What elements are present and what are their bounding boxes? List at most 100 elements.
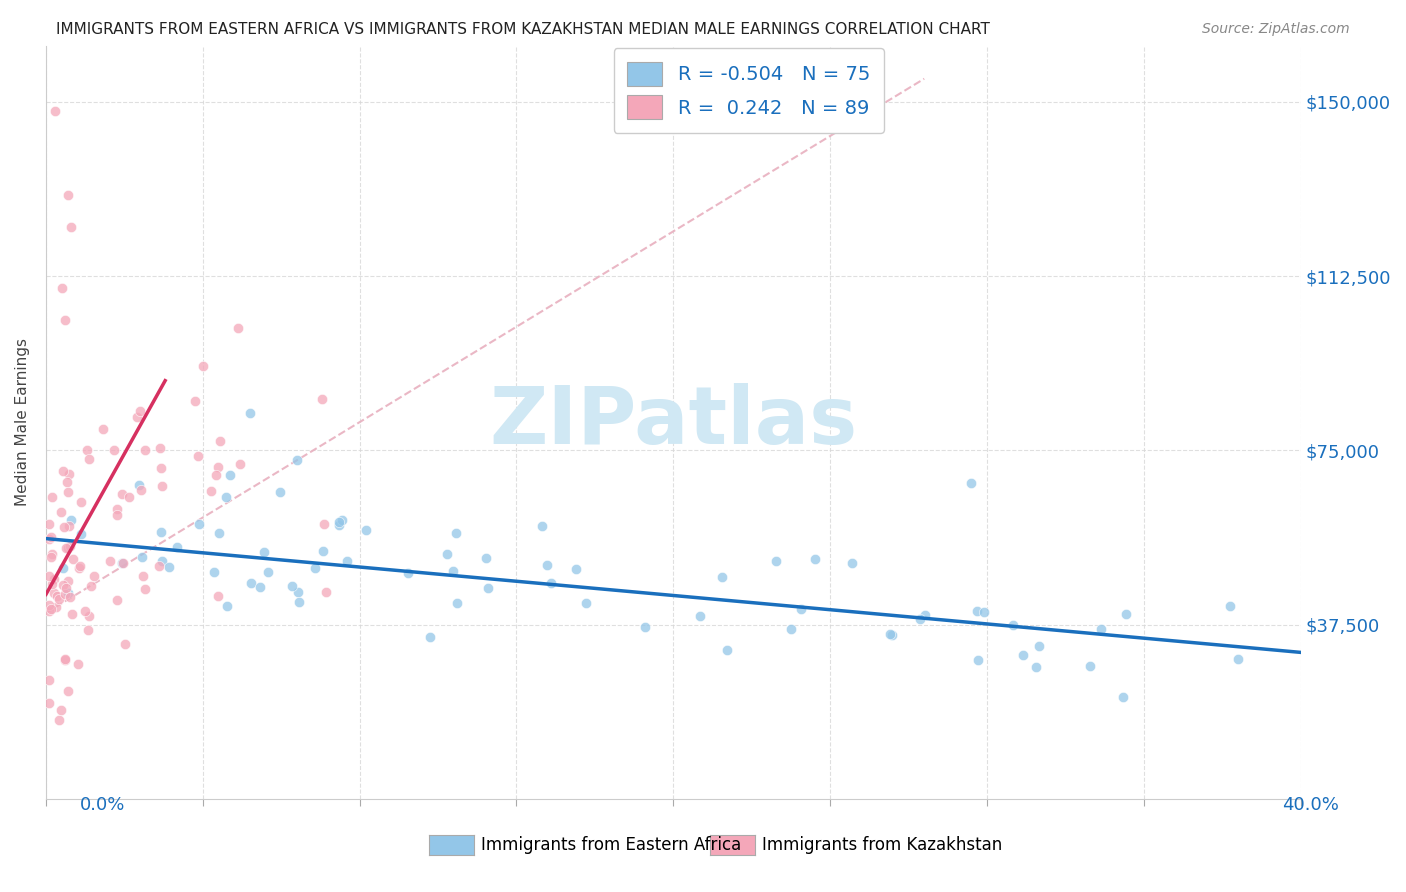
Point	[436, 547, 458, 561]
Point	[59, 590, 82, 604]
Point	[66, 657, 89, 672]
Point	[966, 604, 988, 618]
Point	[396, 566, 419, 580]
Point	[336, 554, 359, 568]
Point	[56, 475, 79, 489]
Point	[914, 608, 936, 623]
Point	[202, 565, 225, 579]
Point	[77, 623, 100, 637]
Point	[53, 313, 76, 327]
Point	[477, 581, 499, 595]
Point	[42, 586, 65, 600]
Point	[716, 642, 738, 657]
Point	[58, 484, 80, 499]
Y-axis label: Median Male Earnings: Median Male Earnings	[15, 338, 30, 507]
Point	[311, 392, 333, 406]
Point	[1112, 690, 1135, 704]
Point	[38, 604, 60, 618]
Point	[58, 540, 80, 554]
Point	[70, 495, 93, 509]
Point	[76, 442, 98, 457]
Point	[38, 673, 60, 687]
Point	[53, 587, 76, 601]
Point	[315, 584, 337, 599]
Point	[83, 569, 105, 583]
Point	[184, 394, 207, 409]
Point	[98, 554, 121, 568]
Point	[62, 552, 84, 566]
Point	[111, 557, 134, 571]
Point	[118, 490, 141, 504]
Point	[634, 620, 657, 634]
Point	[51, 281, 73, 295]
Point	[200, 484, 222, 499]
Point	[1078, 658, 1101, 673]
Point	[973, 605, 995, 619]
Point	[215, 491, 238, 505]
Text: ZIPatlas: ZIPatlas	[489, 384, 858, 461]
Point	[111, 486, 134, 500]
Point	[960, 475, 983, 490]
Point	[38, 532, 60, 546]
Point	[910, 612, 932, 626]
Point	[44, 104, 66, 119]
Point	[67, 560, 90, 574]
Point	[689, 609, 711, 624]
Point	[48, 713, 70, 727]
Point	[288, 595, 311, 609]
Point	[58, 518, 80, 533]
Text: 0.0%: 0.0%	[80, 796, 125, 814]
Point	[91, 422, 114, 436]
Point	[1219, 599, 1241, 613]
Point	[51, 703, 73, 717]
Point	[312, 544, 335, 558]
Point	[1226, 652, 1249, 666]
Point	[128, 478, 150, 492]
Point	[285, 452, 308, 467]
Point	[1028, 640, 1050, 654]
Point	[39, 550, 62, 565]
Point	[882, 627, 904, 641]
Point	[77, 608, 100, 623]
Point	[1025, 660, 1047, 674]
Point	[41, 577, 63, 591]
Point	[39, 602, 62, 616]
Point	[256, 565, 278, 579]
Point	[253, 544, 276, 558]
Point	[536, 558, 558, 572]
Point	[131, 549, 153, 564]
Point	[967, 653, 990, 667]
Point	[1090, 622, 1112, 636]
Point	[105, 502, 128, 516]
Point	[540, 575, 562, 590]
Point	[53, 652, 76, 666]
Point	[229, 457, 252, 471]
Point	[1012, 648, 1035, 662]
Point	[249, 580, 271, 594]
Point	[187, 450, 209, 464]
Point	[710, 569, 733, 583]
Point	[52, 561, 75, 575]
Point	[149, 441, 172, 455]
Point	[841, 557, 863, 571]
Legend: R = -0.504   N = 75, R =  0.242   N = 89: R = -0.504 N = 75, R = 0.242 N = 89	[613, 48, 883, 133]
Point	[287, 585, 309, 599]
Point	[60, 513, 83, 527]
Point	[226, 321, 249, 335]
Point	[157, 559, 180, 574]
Point	[105, 592, 128, 607]
Text: 40.0%: 40.0%	[1282, 796, 1339, 814]
Point	[219, 468, 242, 483]
Point	[56, 684, 79, 698]
Point	[53, 520, 76, 534]
Point	[112, 556, 135, 570]
Point	[52, 578, 75, 592]
Point	[69, 526, 91, 541]
Point	[45, 599, 67, 614]
Point	[240, 576, 263, 591]
Point	[53, 651, 76, 665]
Point	[207, 590, 229, 604]
Point	[148, 558, 170, 573]
Text: Source: ZipAtlas.com: Source: ZipAtlas.com	[1202, 22, 1350, 37]
Point	[103, 443, 125, 458]
